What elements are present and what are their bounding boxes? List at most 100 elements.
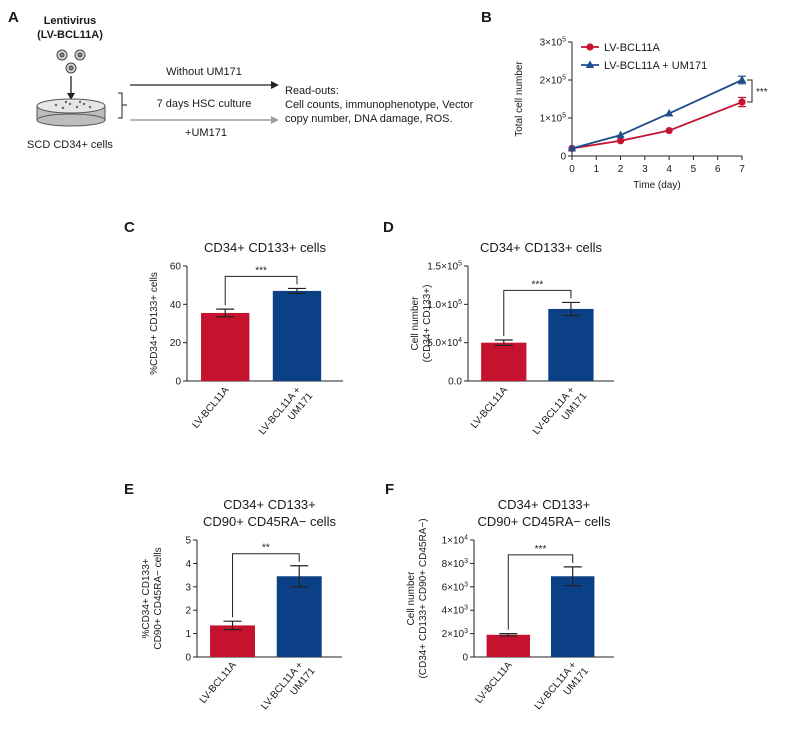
x-tick-label: 4 [666,164,672,175]
significance-label: *** [532,279,544,290]
y-tick-label: 1.5×105 [427,261,462,273]
chart-title: CD34+ CD133+ [498,497,591,512]
bar-lv-bcl11a-um171 [551,576,595,657]
panel-f-label: F [385,481,394,498]
y-axis-label: %CD34+ CD133+ cells [149,272,160,375]
y-tick-label: 3×105 [540,37,567,49]
y-tick-label: 0 [560,152,566,163]
x-category-label: LV-BCL11A [474,660,515,706]
y-axis-label: Cell number [406,571,417,626]
legend-marker [586,43,594,51]
culture-dish-icon [36,98,106,127]
brace-icon [118,92,127,119]
y-tick-label: 2 [185,606,191,617]
panel-a: A Lentivirus (LV-BCL11A) SCD CD34+ cells [8,9,474,151]
x-category-label: LV-BCL11A [469,385,510,431]
bar-lv-bcl11a [201,312,250,381]
y-tick-label: 8×103 [442,558,469,570]
significance-bracket [747,79,753,103]
data-point [737,75,747,83]
arrow-bottom-label: +UM171 [185,127,227,139]
vector-name: (LV-BCL11A) [37,29,103,41]
x-tick-label: 6 [715,164,721,175]
x-tick-label: 5 [691,164,697,175]
y-tick-label: 2×105 [540,75,567,87]
panel-b-label: B [481,9,492,26]
chart-title: CD34+ CD133+ cells [480,240,603,255]
chart-c: CD34+ CD133+ cells %CD34+ CD133+ cells 0 20… [149,240,343,437]
y-axis-label-line2: (CD34+ CD133+) [422,285,433,363]
y-axis-label: Total cell number [514,61,525,137]
chart-title-line2: CD90+ CD45RA− cells [478,514,611,529]
chart-title: CD34+ CD133+ [223,497,316,512]
significance-label: *** [535,544,547,555]
y-axis-label-line2: (CD34+ CD133+ CD90+ CD45RA−) [418,518,429,678]
bar-lv-bcl11a [486,634,530,657]
legend-label: LV-BCL11A [604,42,661,54]
significance-label: *** [255,265,267,276]
x-tick-label: 2 [618,164,624,175]
chart-title-line2: CD90+ CD45RA− cells [203,514,336,529]
legend-label: LV-BCL11A + UM171 [604,60,707,72]
vector-title: Lentivirus [44,15,97,27]
chart-title: CD34+ CD133+ cells [204,240,327,255]
y-tick-label: 0.0 [448,377,462,388]
significance-bracket [507,554,574,630]
panel-c-label: C [124,219,135,236]
x-tick-label: 1 [594,164,600,175]
significance-label: ** [262,543,270,554]
bar-lv-bcl11a-um171 [272,290,322,381]
virus-particles-icon [56,49,86,74]
significance-label: *** [756,87,768,98]
bar-lv-bcl11a [210,625,255,657]
arrow-down-icon [67,76,75,100]
y-tick-label: 40 [170,300,182,311]
y-axis-label: Cell number [410,296,421,351]
panel-d-label: D [383,219,394,236]
data-point [616,130,625,139]
readout-line-1: Read-outs: [285,85,339,97]
y-tick-label: 2×103 [442,628,469,640]
y-axis-label-line2: CD90+ CD45RA− cells [153,547,164,649]
panel-e-label: E [124,481,134,498]
y-tick-label: 4×103 [442,605,469,617]
y-tick-label: 0 [185,653,191,664]
readout-line-3: copy number, DNA damage, ROS. [285,113,453,125]
data-point [664,108,674,117]
y-tick-label: 5 [185,536,191,547]
arrow-with-um171 [130,116,279,124]
x-tick-label: 7 [739,164,745,175]
y-axis-label: %CD34+ CD133+ [141,558,152,638]
y-tick-label: 20 [170,338,182,349]
readout-line-2: Cell counts, immunophenotype, Vector [285,99,474,111]
y-tick-label: 1 [185,629,191,640]
x-axis-label: Time (day) [633,180,680,191]
bar-lv-bcl11a [481,342,527,381]
series-line-lv-bcl11a-um171 [571,79,743,150]
chart-d: CD34+ CD133+ cells Cell number (CD34+ CD13… [410,240,614,437]
chart-e: CD34+ CD133+CD90+ CD45RA− cells%CD34+ CD… [141,497,342,712]
x-category-label: LV-BCL11A [198,660,239,706]
data-point [738,98,746,106]
bar-lv-bcl11a-um171 [548,308,594,381]
panel-a-label: A [8,9,19,26]
y-tick-label: 3 [185,582,191,593]
y-tick-label: 1×105 [540,113,567,125]
y-tick-label: 60 [170,262,182,273]
y-tick-label: 1×104 [442,535,469,547]
y-tick-label: 4 [185,559,191,570]
y-tick-label: 1.0×105 [427,299,462,311]
arrow-middle-label: 7 days HSC culture [157,98,252,110]
significance-bracket [232,553,300,618]
data-point [567,143,577,152]
data-point [665,126,673,135]
y-tick-label: 0 [462,653,468,664]
arrow-without-um171 [130,81,279,89]
y-tick-label: 5.0×104 [427,337,462,349]
y-tick-label: 6×103 [442,581,469,593]
significance-bracket [224,275,298,306]
arrow-top-label: Without UM171 [166,66,242,78]
data-point [616,137,625,145]
x-tick-label: 3 [642,164,648,175]
